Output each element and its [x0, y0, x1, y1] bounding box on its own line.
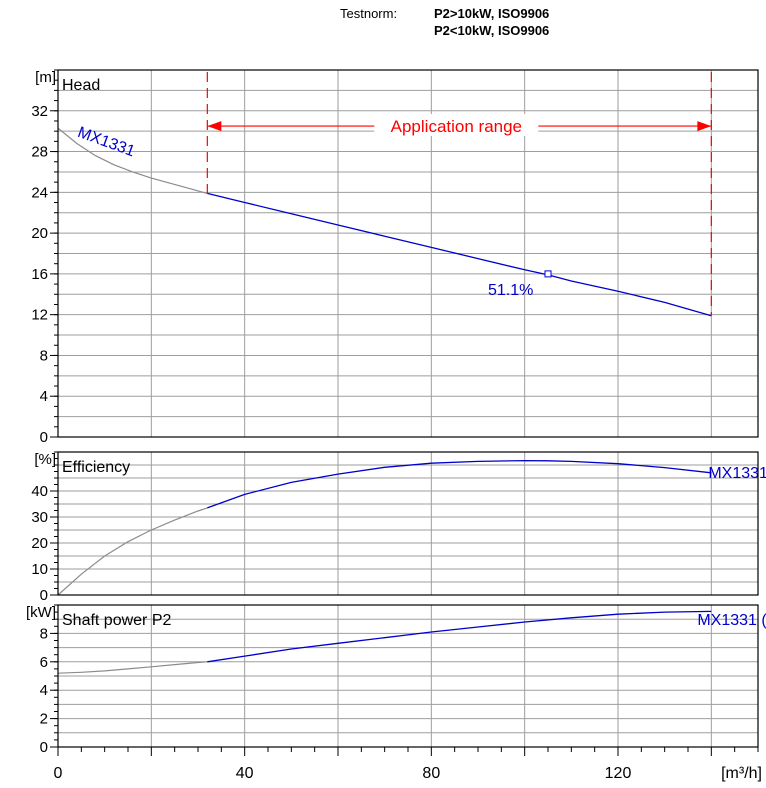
y-tick-label: 40 — [31, 483, 48, 500]
y-tick-label: 4 — [40, 682, 48, 699]
testnorm-line-2: P2<10kW, ISO9906 — [434, 23, 550, 38]
y-tick-label: 16 — [31, 266, 48, 283]
curve-application-range — [207, 192, 712, 317]
curve-application-range — [207, 610, 712, 663]
y-tick-label: 0 — [40, 429, 48, 446]
y-tick-label: 0 — [40, 739, 48, 756]
panel-2: 0 2 4 6 8 [kW] Shaft power P2 MX1331 (P2) — [26, 604, 766, 756]
y-tick-label: 8 — [40, 625, 48, 642]
y-axis-unit: [kW] — [26, 604, 56, 621]
y-tick-label: 32 — [31, 103, 48, 120]
application-range-label: Application range — [391, 117, 522, 136]
y-tick-label: 2 — [40, 711, 48, 728]
panel-title: Efficiency — [62, 459, 130, 476]
panel-frame — [57, 451, 759, 596]
x-tick-label: 80 — [422, 765, 440, 782]
y-tick-label: 8 — [40, 347, 48, 364]
panel-title: Head — [62, 77, 100, 94]
y-tick-label: 10 — [31, 561, 48, 578]
y-axis-unit: [%] — [34, 451, 56, 468]
y-tick-label: 24 — [31, 184, 48, 201]
y-tick-label: 30 — [31, 509, 48, 526]
x-axis: 0 40 80 120 [m³/h] — [54, 747, 762, 782]
series-label: MX1331 (P2) — [697, 612, 766, 629]
panel-title: Shaft power P2 — [62, 612, 172, 629]
application-range-label-bg — [374, 114, 539, 137]
y-tick-label: 20 — [31, 535, 48, 552]
y-tick-label: 12 — [31, 307, 48, 324]
y-tick-label: 6 — [40, 654, 48, 671]
x-tick-label: 40 — [236, 765, 254, 782]
curve-full-range — [57, 507, 208, 596]
curve-full-range — [57, 661, 208, 674]
curve-application-range — [207, 459, 712, 509]
duty-point-marker — [544, 270, 552, 278]
y-tick-label: 0 — [40, 587, 48, 604]
curve-full-range — [57, 127, 208, 194]
y-tick-label: 20 — [31, 225, 48, 242]
plot-background — [58, 452, 758, 595]
x-axis-unit: [m³/h] — [721, 765, 762, 782]
panel-1: 0 10 20 30 40 [%] Efficiency MX1331 — [31, 451, 766, 604]
testnorm-label: Testnorm: — [340, 6, 398, 21]
testnorm-line-1: P2>10kW, ISO9906 — [434, 6, 550, 21]
application-range-arrow-left — [207, 121, 222, 132]
series-label: MX1331 — [708, 465, 766, 482]
x-tick-label: 120 — [605, 765, 632, 782]
y-tick-label: 4 — [40, 388, 48, 405]
x-tick-label: 0 — [54, 765, 63, 782]
panel-frame — [57, 69, 759, 438]
y-axis-unit: [m] — [35, 69, 56, 86]
y-tick-label: 28 — [31, 144, 48, 161]
application-range-arrow-right — [697, 121, 712, 132]
duty-point-label: 51.1% — [488, 282, 533, 299]
